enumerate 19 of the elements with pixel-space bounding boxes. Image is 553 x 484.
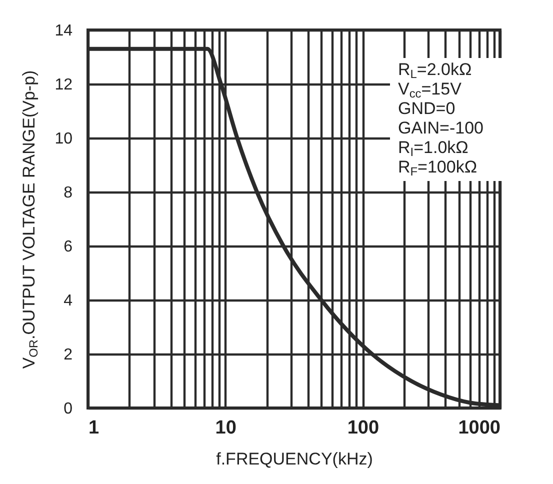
x-tick-label: 1 [88,418,100,438]
x-tick-label: 100 [347,418,380,438]
y-tick-label: 8 [64,184,73,202]
annotation: R$_{F}$=100kΩ [398,158,478,178]
annotation: R$_{L}$=2.0kΩ [398,60,472,81]
annotation: GND=0 [398,99,456,118]
annotation: GAIN=-100 [398,118,484,138]
y-tick-label: 2 [64,346,73,364]
y-tick-label: 14 [54,22,73,40]
y-tick-label: 10 [54,130,73,148]
y-tick-label: 0 [64,400,73,418]
y-tick-label: 6 [64,238,73,256]
y-tick-label: 12 [54,76,73,94]
x-tick-label: 1000 [458,418,500,438]
x-axis-title: f.FREQUENCY(kHz) [216,450,373,468]
y-tick-label: 4 [64,292,73,310]
annotation: V$_{cc}$=15V [398,80,462,100]
x-tick-label: 10 [215,418,236,438]
annotation: R$_{I}$=1.0kΩ [398,138,468,159]
